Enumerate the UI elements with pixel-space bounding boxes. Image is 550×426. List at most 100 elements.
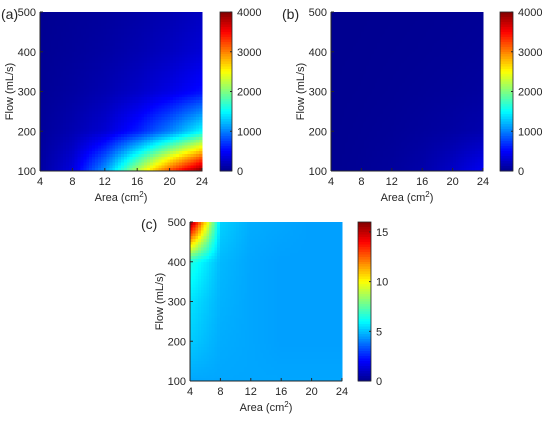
- heatmap-cell: [334, 74, 337, 77]
- heatmap-cell: [196, 94, 199, 97]
- heatmap-cell: [380, 57, 383, 60]
- heatmap-cell: [469, 80, 472, 83]
- heatmap-cell: [121, 15, 124, 18]
- heatmap-cell: [478, 52, 481, 55]
- heatmap-cell: [412, 35, 415, 38]
- heatmap-cell: [442, 83, 445, 86]
- heatmap-cell: [480, 94, 483, 97]
- heatmap-cell: [63, 97, 66, 100]
- heatmap-cell: [98, 69, 101, 72]
- heatmap-cell: [43, 140, 46, 143]
- heatmap-cell: [153, 165, 156, 168]
- heatmap-cell: [185, 148, 188, 151]
- heatmap-cell: [124, 137, 127, 140]
- heatmap-cell: [115, 60, 118, 63]
- heatmap-cell: [196, 12, 199, 15]
- heatmap-cell: [421, 43, 424, 46]
- heatmap-cell: [101, 137, 104, 140]
- heatmap-cell: [393, 15, 396, 18]
- heatmap-cell: [147, 97, 150, 100]
- heatmap-cell: [404, 89, 407, 92]
- heatmap-cell: [196, 151, 199, 154]
- heatmap-cell: [156, 52, 159, 55]
- colorbar-segment: [220, 39, 232, 42]
- heatmap-cell: [144, 83, 147, 86]
- heatmap-cell: [182, 148, 185, 151]
- heatmap-cell: [364, 23, 367, 26]
- heatmap-cell: [89, 15, 92, 18]
- heatmap-cell: [404, 66, 407, 69]
- heatmap-cell: [176, 134, 179, 137]
- heatmap-cell: [54, 26, 57, 29]
- heatmap-cell: [147, 128, 150, 131]
- heatmap-cell: [124, 32, 127, 35]
- heatmap-cell: [81, 80, 84, 83]
- heatmap-cell: [190, 89, 193, 92]
- heatmap-cell: [431, 52, 434, 55]
- heatmap-cell: [49, 128, 52, 131]
- heatmap-cell: [383, 97, 386, 100]
- heatmap-cell: [182, 103, 185, 106]
- heatmap-cell: [72, 94, 75, 97]
- heatmap-cell: [54, 92, 57, 95]
- heatmap-cell: [144, 77, 147, 80]
- heatmap-cell: [188, 69, 191, 72]
- heatmap-cell: [78, 154, 81, 157]
- heatmap-cell: [83, 154, 86, 157]
- heatmap-cell: [112, 123, 115, 126]
- heatmap-cell: [188, 40, 191, 43]
- heatmap-cell: [133, 128, 136, 131]
- heatmap-cell: [475, 21, 478, 24]
- heatmap-cell: [104, 15, 107, 18]
- heatmap-cell: [49, 66, 52, 69]
- heatmap-cell: [52, 38, 55, 41]
- heatmap-cell: [193, 134, 196, 137]
- heatmap-cell: [95, 106, 98, 109]
- heatmap-cell: [434, 21, 437, 24]
- heatmap-cell: [353, 29, 356, 32]
- heatmap-cell: [429, 94, 432, 97]
- heatmap-cell: [402, 89, 405, 92]
- heatmap-cell: [350, 77, 353, 80]
- heatmap-cell: [127, 128, 130, 131]
- heatmap-cell: [86, 52, 89, 55]
- heatmap-cell: [185, 92, 188, 95]
- heatmap-cell: [112, 18, 115, 21]
- heatmap-cell: [193, 35, 196, 38]
- heatmap-cell: [412, 38, 415, 41]
- heatmap-cell: [150, 137, 153, 140]
- heatmap-cell: [104, 145, 107, 148]
- heatmap-cell: [415, 35, 418, 38]
- heatmap-cell: [92, 49, 95, 52]
- heatmap-cell: [464, 18, 467, 21]
- heatmap-cell: [156, 66, 159, 69]
- heatmap-cell: [179, 114, 182, 117]
- heatmap-cell: [92, 23, 95, 26]
- heatmap-cell: [83, 15, 86, 18]
- heatmap-cell: [167, 154, 170, 157]
- heatmap-cell: [366, 46, 369, 49]
- heatmap-cell: [364, 46, 367, 49]
- heatmap-cell: [440, 66, 443, 69]
- heatmap-cell: [66, 111, 69, 114]
- heatmap-cell: [121, 100, 124, 103]
- y-tick-label: 100: [18, 166, 36, 178]
- heatmap-cell: [112, 86, 115, 89]
- heatmap-cell: [190, 52, 193, 55]
- heatmap-cell: [434, 63, 437, 66]
- heatmap-cell: [43, 123, 46, 126]
- heatmap-cell: [124, 126, 127, 129]
- heatmap-cell: [46, 143, 49, 146]
- heatmap-cell: [112, 55, 115, 58]
- heatmap-cell: [133, 123, 136, 126]
- heatmap-cell: [54, 60, 57, 63]
- heatmap-cell: [57, 80, 60, 83]
- heatmap-cell: [43, 12, 46, 15]
- heatmap-cell: [95, 162, 98, 165]
- heatmap-cell: [366, 29, 369, 32]
- heatmap-cell: [144, 148, 147, 151]
- heatmap-cell: [60, 86, 63, 89]
- heatmap-cell: [144, 151, 147, 154]
- heatmap-cell: [353, 69, 356, 72]
- heatmap-cell: [121, 126, 124, 129]
